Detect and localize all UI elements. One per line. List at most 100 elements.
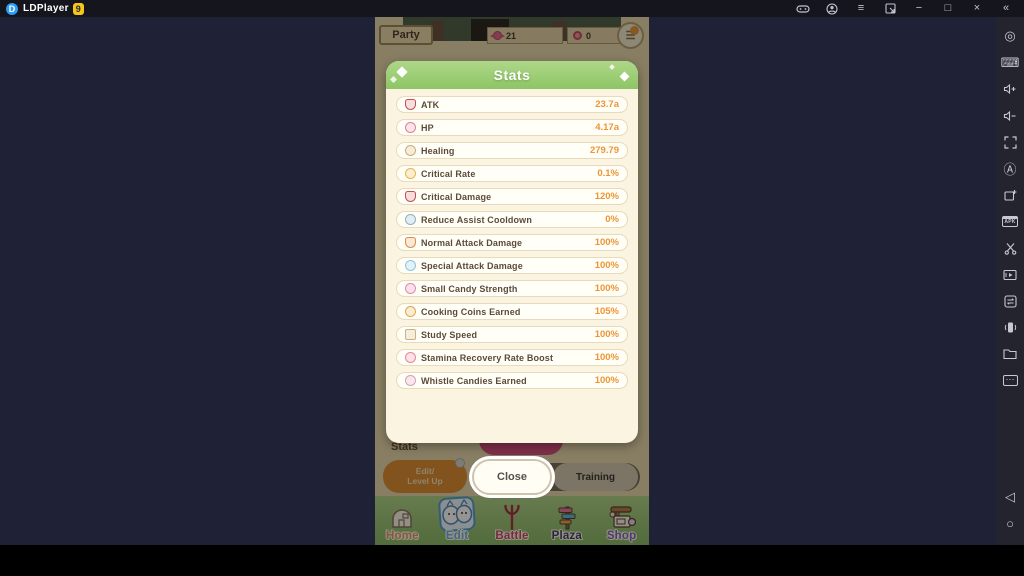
nav-label: Battle bbox=[495, 530, 529, 542]
stat-row-small-candy-strength: Small Candy Strength 100% bbox=[396, 280, 628, 297]
maximize-icon[interactable]: □ bbox=[944, 2, 952, 14]
stat-label: Cooking Coins Earned bbox=[421, 306, 521, 317]
fullscreen-icon[interactable] bbox=[996, 129, 1024, 156]
screenshot-icon[interactable] bbox=[996, 182, 1024, 209]
stat-row-healing: Healing 279.79 bbox=[396, 142, 628, 159]
stat-value: 23.7a bbox=[595, 99, 619, 110]
stat-label: ATK bbox=[421, 99, 440, 110]
stat-label: Whistle Candies Earned bbox=[421, 375, 527, 386]
game-bottom-nav: Home Edit Battle Plaza Shop bbox=[375, 496, 649, 545]
game-screen: Party 21 0 ☰ Stats Edit/ Level Up Traini… bbox=[375, 17, 649, 545]
training-button[interactable]: Training bbox=[553, 463, 638, 491]
nav-item-plaza[interactable]: Plaza bbox=[539, 496, 594, 545]
party-label: Party bbox=[379, 25, 433, 45]
android-home-icon[interactable]: ○ bbox=[1006, 516, 1014, 532]
menu-icon[interactable]: ≡ bbox=[857, 2, 865, 14]
ldplayer-logo-icon: D bbox=[6, 2, 18, 15]
android-back-icon[interactable]: ◁ bbox=[1005, 489, 1015, 505]
popout-icon[interactable] bbox=[880, 1, 900, 16]
sync-icon[interactable] bbox=[996, 288, 1024, 315]
close-button[interactable]: Close bbox=[472, 459, 552, 495]
close-icon[interactable]: × bbox=[973, 2, 981, 14]
operation-record-icon[interactable]: ◎ bbox=[1004, 28, 1016, 44]
small-candy-icon bbox=[405, 283, 416, 294]
stats-dialog-header: Stats bbox=[386, 61, 638, 89]
version-badge: 9 bbox=[72, 2, 84, 15]
sparkle-icon bbox=[619, 71, 630, 82]
stat-row-critical-rate: Critical Rate 0.1% bbox=[396, 165, 628, 182]
stat-label: HP bbox=[421, 122, 434, 133]
emulator-toolbar: ◎ ⌨ Ⓐ APK ⋯ ◁ ○ bbox=[996, 17, 1024, 545]
stat-label: Reduce Assist Cooldown bbox=[421, 214, 532, 225]
nav-label: Home bbox=[386, 530, 419, 542]
stat-value: 100% bbox=[594, 329, 619, 340]
stat-row-atk: ATK 23.7a bbox=[396, 96, 628, 113]
normal-attack-shield-icon bbox=[405, 237, 416, 248]
stat-row-hp: HP 4.17a bbox=[396, 119, 628, 136]
stat-value: 100% bbox=[594, 237, 619, 248]
lollipop-icon bbox=[573, 31, 582, 40]
edit-button-line1: Edit/ bbox=[415, 465, 435, 476]
stat-value: 0% bbox=[605, 214, 619, 225]
cooldown-icon bbox=[405, 214, 416, 225]
stat-label: Normal Attack Damage bbox=[421, 237, 523, 248]
volume-down-icon[interactable] bbox=[996, 103, 1024, 130]
stats-dialog: Stats ATK 23.7a HP 4.17a Healing 279.79 … bbox=[386, 61, 638, 443]
shop-stand-icon bbox=[608, 504, 636, 530]
stat-value: 100% bbox=[594, 352, 619, 363]
stat-value: 100% bbox=[594, 260, 619, 271]
notification-dot bbox=[630, 26, 639, 35]
candy-counter: 21 bbox=[487, 27, 563, 44]
stat-row-stamina-recovery-rate-boost: Stamina Recovery Rate Boost 100% bbox=[396, 349, 628, 366]
install-apk-icon[interactable]: APK bbox=[996, 209, 1024, 236]
stats-dialog-title: Stats bbox=[493, 67, 531, 83]
edit-button-badge bbox=[455, 458, 465, 468]
stats-section-label: Stats bbox=[391, 441, 418, 453]
candy-icon bbox=[490, 31, 505, 40]
stat-row-cooking-coins-earned: Cooking Coins Earned 105% bbox=[396, 303, 628, 320]
party-menu-button[interactable]: ☰ bbox=[617, 22, 644, 49]
virtual-keyboard-icon[interactable]: ⌨ bbox=[1000, 54, 1020, 70]
cut-icon[interactable] bbox=[996, 235, 1024, 262]
healing-hand-icon bbox=[405, 145, 416, 156]
sparkle-icon bbox=[389, 75, 398, 84]
volume-up-icon[interactable] bbox=[996, 76, 1024, 103]
home-house-icon bbox=[390, 504, 414, 530]
stat-label: Study Speed bbox=[421, 329, 478, 340]
stat-label: Critical Damage bbox=[421, 191, 492, 202]
nav-label: Plaza bbox=[551, 530, 582, 542]
plaza-signpost-icon bbox=[555, 504, 579, 530]
nav-item-battle[interactable]: Battle bbox=[485, 496, 540, 545]
shared-folder-icon[interactable] bbox=[996, 341, 1024, 368]
nav-label: Edit bbox=[445, 530, 469, 542]
account-icon[interactable] bbox=[822, 1, 842, 16]
list-icon: ☰ bbox=[625, 30, 636, 42]
tree-trunk bbox=[431, 21, 444, 41]
stat-value: 4.17a bbox=[595, 122, 619, 133]
edit-button-line2: Level Up bbox=[407, 475, 443, 486]
collapse-icon[interactable]: « bbox=[1002, 2, 1010, 14]
sparkle-icon bbox=[609, 64, 615, 70]
stat-value: 279.79 bbox=[589, 145, 619, 156]
nav-item-home[interactable]: Home bbox=[375, 496, 430, 545]
study-book-icon bbox=[405, 329, 416, 340]
nav-item-edit[interactable]: Edit bbox=[430, 496, 485, 545]
nav-item-shop[interactable]: Shop bbox=[594, 496, 649, 545]
stats-rows: ATK 23.7a HP 4.17a Healing 279.79 Critic… bbox=[386, 89, 638, 389]
minimize-icon[interactable]: − bbox=[915, 2, 923, 14]
more-icon[interactable]: ⋯ bbox=[996, 368, 1024, 395]
auto-rotate-icon[interactable]: Ⓐ bbox=[1003, 162, 1017, 178]
gamepad-icon[interactable] bbox=[793, 1, 813, 16]
stat-label: Stamina Recovery Rate Boost bbox=[421, 352, 554, 363]
stat-value: 100% bbox=[594, 375, 619, 386]
app-title: LDPlayer bbox=[23, 3, 69, 14]
screen-record-icon[interactable] bbox=[996, 262, 1024, 289]
edit-level-up-button[interactable]: Edit/ Level Up bbox=[383, 458, 467, 493]
stat-value: 100% bbox=[594, 283, 619, 294]
stat-value: 120% bbox=[594, 191, 619, 202]
stat-row-critical-damage: Critical Damage 120% bbox=[396, 188, 628, 205]
shake-icon[interactable] bbox=[996, 315, 1024, 342]
stat-row-whistle-candies-earned: Whistle Candies Earned 100% bbox=[396, 372, 628, 389]
whistle-icon bbox=[405, 375, 416, 386]
hp-heart-icon bbox=[405, 122, 416, 133]
